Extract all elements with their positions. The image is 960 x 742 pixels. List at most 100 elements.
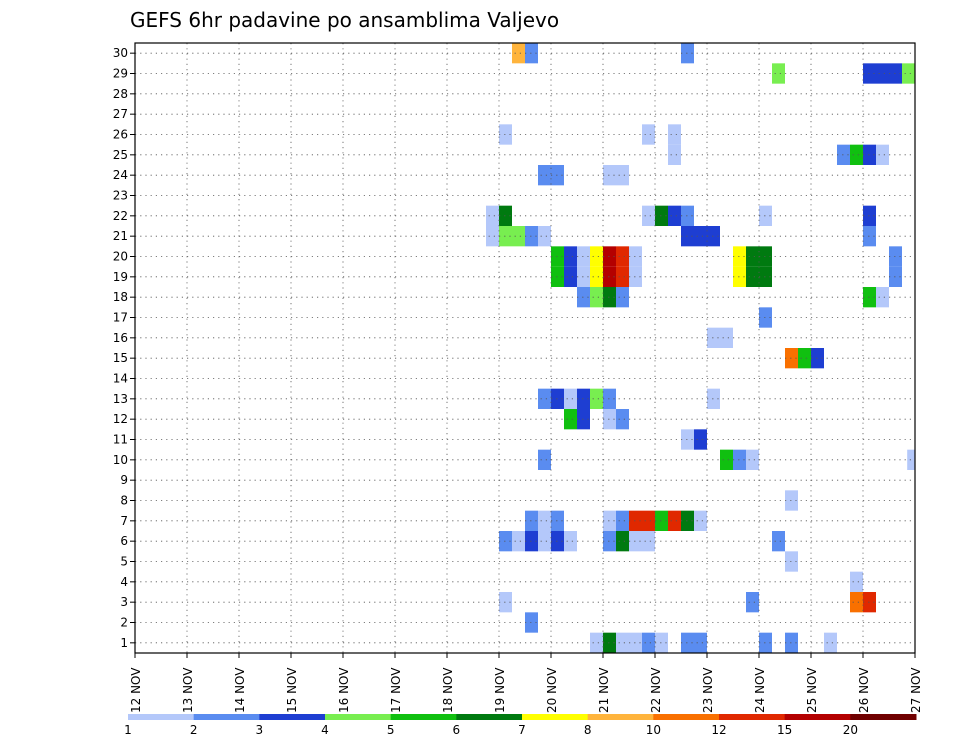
heat-cell xyxy=(603,266,616,287)
heat-cell xyxy=(733,246,746,267)
heat-cell xyxy=(616,510,629,531)
heat-cell xyxy=(616,246,629,267)
heat-cell xyxy=(681,632,694,653)
heat-cell xyxy=(759,205,772,226)
heat-cell xyxy=(655,205,668,226)
heat-cell xyxy=(733,449,746,470)
heat-cell xyxy=(907,449,915,470)
y-tick-label: 27 xyxy=(113,107,128,121)
heat-cell xyxy=(863,226,876,247)
heat-cell xyxy=(616,287,629,308)
heat-cell xyxy=(538,388,551,409)
heat-cell xyxy=(525,510,538,531)
heat-cell xyxy=(603,165,616,186)
y-tick-label: 2 xyxy=(120,616,128,630)
heat-cell xyxy=(577,246,590,267)
y-tick-label: 6 xyxy=(120,534,128,548)
heat-cell xyxy=(850,592,863,613)
heat-cell xyxy=(603,287,616,308)
heat-cell xyxy=(590,388,603,409)
heat-cell xyxy=(798,348,811,369)
heat-cell xyxy=(681,510,694,531)
y-tick-label: 14 xyxy=(113,372,128,386)
heat-cell xyxy=(538,510,551,531)
x-tick-label: 20 NOV xyxy=(545,667,559,713)
heat-cell xyxy=(876,287,889,308)
heat-cell xyxy=(629,246,642,267)
legend-label: 2 xyxy=(190,723,198,737)
y-tick-label: 20 xyxy=(113,250,128,264)
heat-cell xyxy=(590,246,603,267)
heat-cell xyxy=(733,266,746,287)
heat-cell xyxy=(681,429,694,450)
heat-cell xyxy=(590,287,603,308)
heat-cell xyxy=(863,287,876,308)
y-tick-label: 3 xyxy=(120,595,128,609)
heat-cell xyxy=(655,632,668,653)
heat-cell xyxy=(694,510,707,531)
y-tick-label: 25 xyxy=(113,148,128,162)
heat-cell xyxy=(642,632,655,653)
heat-cell xyxy=(759,632,772,653)
heat-cell xyxy=(499,205,512,226)
heat-cell xyxy=(681,43,694,64)
heat-cell xyxy=(551,165,564,186)
heat-cell xyxy=(590,632,603,653)
heat-cell xyxy=(902,63,915,84)
heat-cell xyxy=(772,531,785,552)
heat-cell xyxy=(629,632,642,653)
heat-cell xyxy=(564,409,577,430)
x-axis: 12 NOV 13 NOV 14 NOV 15 NOV 16 NOV 17 NOV 18 N… xyxy=(129,653,923,713)
y-tick-label: 7 xyxy=(120,514,128,528)
heat-cell xyxy=(603,531,616,552)
heat-cell xyxy=(668,510,681,531)
heat-cell xyxy=(551,388,564,409)
heat-cell xyxy=(538,449,551,470)
heat-cell xyxy=(538,531,551,552)
heat-cell xyxy=(499,124,512,145)
heat-cell xyxy=(616,165,629,186)
plot-frame xyxy=(134,42,916,654)
legend-label: 1 xyxy=(124,723,132,737)
y-tick-label: 17 xyxy=(113,311,128,325)
x-tick-label: 13 NOV xyxy=(181,667,195,713)
x-tick-label: 18 NOV xyxy=(441,667,455,713)
x-tick-label: 27 NOV xyxy=(909,667,923,713)
heat-cell xyxy=(889,246,902,267)
legend-swatch xyxy=(719,714,786,720)
heat-cell xyxy=(707,388,720,409)
heat-cell xyxy=(876,63,889,84)
heat-cell xyxy=(525,612,538,633)
x-tick-label: 14 NOV xyxy=(233,667,247,713)
heat-cell xyxy=(486,205,499,226)
heat-cell xyxy=(538,165,551,186)
heat-cell xyxy=(603,510,616,531)
heat-cell xyxy=(668,144,681,165)
heat-cell xyxy=(655,510,668,531)
legend-swatch xyxy=(193,714,260,720)
x-tick-label: 21 NOV xyxy=(597,667,611,713)
heat-cell xyxy=(642,531,655,552)
y-tick-label: 24 xyxy=(113,168,128,182)
heat-cell xyxy=(772,63,785,84)
heat-cell xyxy=(525,226,538,247)
heat-cell xyxy=(759,246,772,267)
legend-label: 6 xyxy=(453,723,461,737)
heat-cell xyxy=(720,449,733,470)
heat-cell xyxy=(681,226,694,247)
x-tick-label: 12 NOV xyxy=(129,667,143,713)
heat-cell xyxy=(564,388,577,409)
heat-cell xyxy=(512,226,525,247)
heat-cell xyxy=(863,592,876,613)
y-axis: 1234567891011121314151617181920212223242… xyxy=(113,46,135,650)
heat-cell xyxy=(694,632,707,653)
y-tick-label: 19 xyxy=(113,270,128,284)
legend-swatch xyxy=(259,714,326,720)
heat-cell xyxy=(720,327,733,348)
heat-cell xyxy=(499,226,512,247)
y-tick-label: 10 xyxy=(113,453,128,467)
heat-cell xyxy=(525,43,538,64)
x-tick-label: 23 NOV xyxy=(701,667,715,713)
heat-cell xyxy=(577,266,590,287)
legend-label: 4 xyxy=(321,723,329,737)
